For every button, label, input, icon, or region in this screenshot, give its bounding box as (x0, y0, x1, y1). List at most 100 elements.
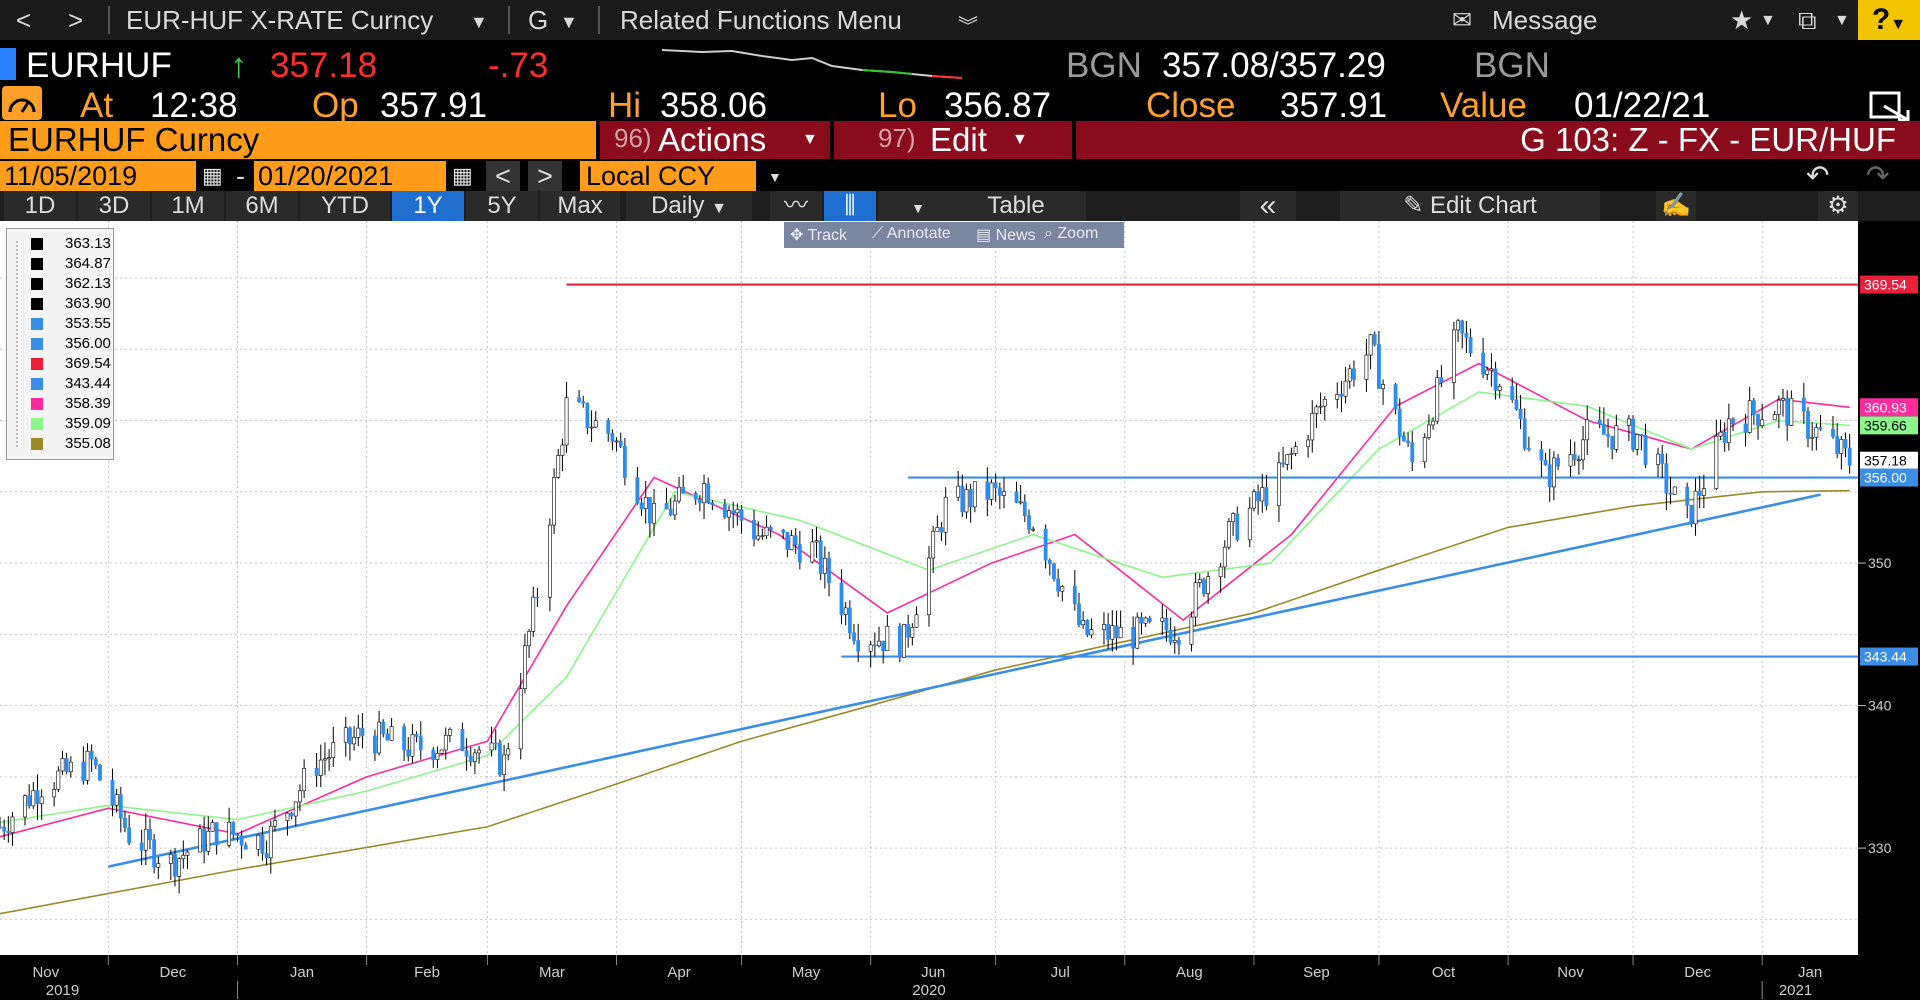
candle-body (1718, 431, 1723, 437)
prev-period-button[interactable]: < (486, 161, 520, 191)
candle-body (343, 727, 348, 743)
candle-body (593, 420, 598, 428)
end-date-input[interactable]: 01/20/2021 (254, 161, 446, 191)
chevron-down-icon[interactable]: ▼ (1834, 12, 1850, 29)
timeframe-1m[interactable]: 1M (152, 191, 224, 221)
star-icon[interactable]: ★ (1730, 5, 1754, 35)
candle-body (972, 481, 977, 508)
candle-body (406, 749, 411, 757)
candle-body (931, 531, 936, 559)
chevron-down-icon[interactable]: ▼ (470, 12, 488, 32)
annotate-tool[interactable]: ⟋ Annotate (872, 225, 951, 242)
candle-body (1339, 394, 1344, 397)
candle-body (523, 645, 527, 690)
price-axis-tag (1860, 398, 1918, 417)
legend-swatch (31, 258, 43, 270)
chart-canvas[interactable]: 330340350369.54360.93359.66357.18356.003… (0, 221, 1920, 1000)
x-tick-label: Jul (1051, 964, 1070, 981)
timeframe-1y[interactable]: 1Y (392, 191, 464, 221)
timeframe-6m[interactable]: 6M (226, 191, 298, 221)
chevron-down-icon[interactable]: ▼ (1760, 12, 1776, 29)
candle-body (1014, 491, 1019, 503)
candle-body (1722, 431, 1727, 443)
line-chart-icon[interactable]: 〰 (770, 191, 822, 221)
related-functions-menu[interactable]: Related Functions Menu (620, 5, 902, 35)
chart-type-dropdown[interactable]: ▼ (878, 191, 958, 221)
currency-select[interactable]: Local CCY ▼ (580, 161, 782, 191)
calendar-icon[interactable]: ▦ (202, 163, 223, 188)
collapse-button[interactable]: « (1240, 191, 1296, 221)
security-menu[interactable]: EUR-HUF X-RATE Curncy (126, 5, 434, 35)
timeframe-5y[interactable]: 5Y (466, 191, 538, 221)
year-label: 2019 (46, 982, 79, 999)
news-tool[interactable]: ▤ News (976, 227, 1036, 244)
undo-icon[interactable]: ↶ (1806, 160, 1830, 191)
timeframe-1d[interactable]: 1D (4, 191, 76, 221)
candle-body (1539, 449, 1544, 461)
function-menu[interactable]: G (528, 5, 549, 35)
candle-body (548, 524, 552, 598)
candlestick-icon[interactable]: ⫼ (824, 191, 876, 221)
actions-button[interactable]: 96) Actions ▼ (600, 121, 830, 159)
candle-body (410, 734, 415, 757)
forward-button[interactable]: > (68, 5, 84, 35)
timeframe-max[interactable]: Max (540, 191, 620, 221)
next-period-button[interactable]: > (528, 161, 562, 191)
zoom-tool[interactable]: ⌕ Zoom (1044, 225, 1099, 242)
candle-body (664, 503, 669, 510)
timeframe-3d[interactable]: 3D (78, 191, 150, 221)
candle-body (577, 397, 581, 402)
export-icon[interactable] (1868, 88, 1912, 122)
x-tick-label: Jun (921, 964, 945, 981)
help-button[interactable]: ?▼ (1858, 0, 1920, 40)
candle-body (498, 742, 502, 775)
legend-swatch (31, 418, 43, 430)
price-chart[interactable]: 330 340 350 369.54 360.93 359.66 357.18 356.00 3… (0, 221, 1920, 1000)
candle-body (1485, 369, 1490, 375)
edit-button[interactable]: 97) Edit ▼ (834, 121, 1072, 159)
candle-body (373, 735, 377, 754)
candle-body (314, 767, 319, 776)
candle-body (531, 596, 536, 632)
start-date: 11/05/2019 (4, 161, 138, 191)
table-button[interactable]: Table (946, 191, 1086, 221)
candle-body (1581, 439, 1585, 461)
chevron-down-icon: ▼ (1890, 16, 1907, 33)
gauge-icon[interactable] (2, 86, 42, 120)
envelope-icon[interactable]: ✉ (1452, 7, 1473, 34)
window-icon[interactable]: ⧉ (1798, 5, 1817, 35)
ticker-input[interactable]: EURHUF Curncy (0, 121, 596, 159)
double-chevron-down-icon[interactable]: ︾ (958, 16, 978, 38)
chevron-down-icon[interactable]: ▼ (560, 12, 578, 32)
start-date-input[interactable]: 11/05/2019 (0, 161, 196, 191)
candle-body (1027, 515, 1031, 530)
actions-label: Actions (658, 121, 767, 158)
timeframe-label: 5Y (487, 192, 517, 219)
date-dash: - (236, 161, 245, 191)
period-label: Daily (651, 192, 705, 219)
legend-value: 363.90 (65, 295, 111, 312)
candle-body (143, 828, 148, 851)
candle-body (1785, 398, 1790, 426)
message-button[interactable]: Message (1492, 5, 1598, 35)
track-tool[interactable]: ✥ Track (790, 227, 847, 244)
function-title-bar: G 103: Z - FX - EUR/HUF (1076, 121, 1920, 159)
chart-pencil-icon[interactable]: ✍ (1656, 191, 1696, 221)
candle-body (206, 830, 211, 852)
timeframe-ytd[interactable]: YTD (300, 191, 390, 221)
period-select[interactable]: Daily ▼ (626, 191, 752, 221)
candle-body (760, 535, 765, 538)
bid-source: BGN (1066, 46, 1142, 85)
calendar-icon[interactable]: ▦ (452, 163, 473, 188)
candle-body (964, 489, 969, 513)
price-axis-tag (1860, 416, 1918, 435)
edit-chart-button[interactable]: ✎ Edit Chart (1340, 191, 1600, 221)
candle-body (6, 830, 11, 833)
candle-body (56, 770, 61, 790)
candle-body (693, 493, 698, 500)
back-button[interactable]: < (16, 5, 32, 35)
legend[interactable]: 363.13 364.87 362.13 363.90 353.55 356.00 369.… (6, 228, 114, 460)
gear-icon[interactable]: ⚙ (1818, 191, 1858, 221)
redo-icon[interactable]: ↷ (1866, 160, 1890, 191)
candle-body (1452, 329, 1456, 383)
